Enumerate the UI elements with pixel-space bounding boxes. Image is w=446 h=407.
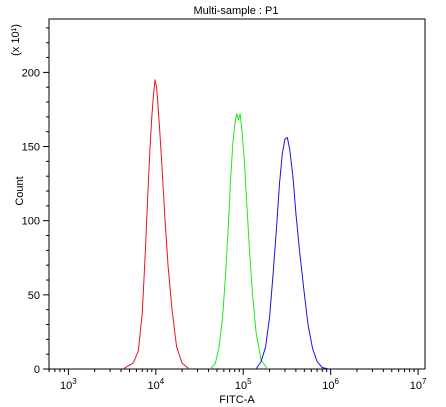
x-tick-label: 105 bbox=[235, 377, 252, 392]
y-tick-label: 150 bbox=[22, 142, 40, 154]
y-tick-label: 50 bbox=[28, 290, 40, 302]
x-tick-label: 104 bbox=[147, 377, 164, 392]
y-tick-label: 100 bbox=[22, 216, 40, 228]
histogram-series-3 bbox=[255, 137, 329, 370]
y-tick-label: 200 bbox=[22, 67, 40, 79]
x-axis-label: FITC-A bbox=[219, 394, 255, 406]
plot-frame bbox=[48, 18, 426, 370]
series-layer bbox=[122, 79, 329, 370]
chart-title: Multi-sample : P1 bbox=[194, 5, 279, 17]
histogram-series-1 bbox=[122, 79, 190, 370]
histogram-series-2 bbox=[209, 113, 269, 370]
y-axis-label: Count bbox=[14, 176, 26, 205]
x-axis: 103 104 105 106 107 bbox=[48, 369, 427, 392]
y-multiplier-label: (x 10¹) bbox=[10, 24, 22, 56]
y-tick-label: 0 bbox=[34, 364, 40, 376]
plot-area: 0 50 100 150 200 103 104 105 106 107 bbox=[22, 18, 427, 392]
x-tick-label: 106 bbox=[322, 377, 339, 392]
y-axis: 0 50 100 150 200 bbox=[22, 27, 49, 376]
x-tick-label: 107 bbox=[410, 377, 427, 392]
x-tick-label: 103 bbox=[60, 377, 77, 392]
